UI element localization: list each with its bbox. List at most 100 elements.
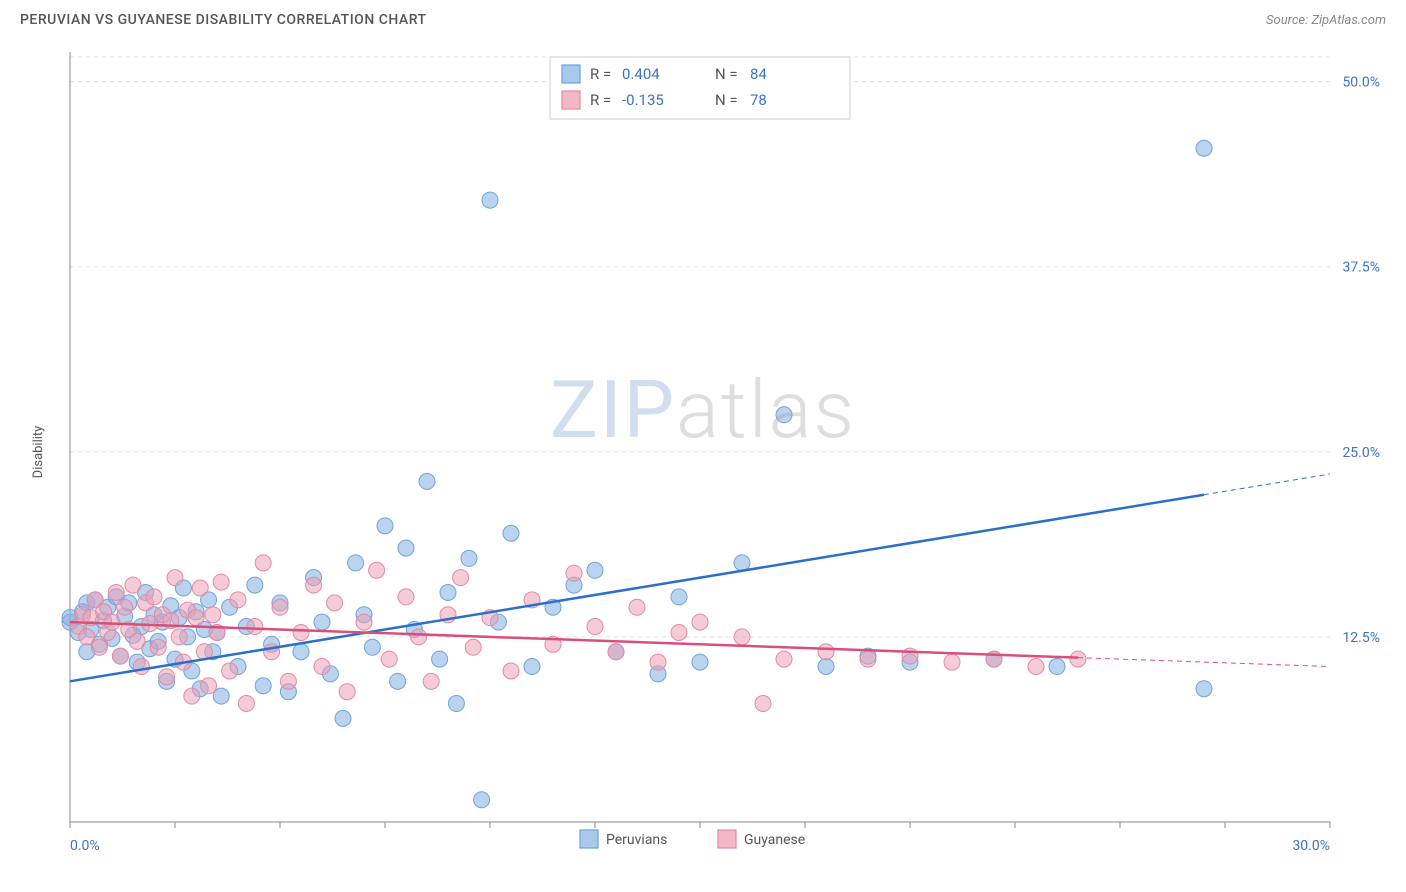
legend-label: Guyanese bbox=[744, 832, 805, 848]
scatter-point bbox=[566, 565, 582, 581]
svg-text:N =: N = bbox=[715, 91, 738, 109]
svg-text:84: 84 bbox=[750, 65, 767, 83]
y-axis-label: Disability bbox=[31, 426, 46, 479]
scatter-point bbox=[482, 192, 498, 208]
scatter-point bbox=[188, 610, 204, 626]
scatter-point bbox=[776, 407, 792, 423]
scatter-point bbox=[314, 614, 330, 630]
svg-text:12.5%: 12.5% bbox=[1342, 630, 1380, 646]
scatter-point bbox=[205, 607, 221, 623]
scatter-point bbox=[364, 639, 380, 655]
scatter-point bbox=[692, 614, 708, 630]
scatter-point bbox=[474, 792, 490, 808]
svg-text:25.0%: 25.0% bbox=[1342, 445, 1380, 461]
scatter-point bbox=[1028, 659, 1044, 675]
svg-text:R =: R = bbox=[590, 91, 611, 109]
scatter-point bbox=[587, 562, 603, 578]
scatter-point bbox=[112, 648, 128, 664]
scatter-point bbox=[255, 555, 271, 571]
legend-label: Peruvians bbox=[606, 832, 667, 848]
scatter-point bbox=[818, 659, 834, 675]
scatter-point bbox=[272, 599, 288, 615]
scatter-point bbox=[293, 644, 309, 660]
scatter-point bbox=[133, 659, 149, 675]
scatter-point bbox=[117, 599, 133, 615]
scatter-point bbox=[398, 589, 414, 605]
scatter-point bbox=[104, 614, 120, 630]
svg-text:78: 78 bbox=[750, 91, 767, 109]
scatter-point bbox=[171, 629, 187, 645]
source-attribution: Source: ZipAtlas.com bbox=[1266, 13, 1386, 28]
scatter-point bbox=[369, 562, 385, 578]
legend-swatch bbox=[562, 91, 580, 109]
scatter-point bbox=[1196, 681, 1212, 697]
scatter-point bbox=[314, 659, 330, 675]
scatter-point bbox=[503, 525, 519, 541]
svg-text:50.0%: 50.0% bbox=[1342, 75, 1380, 91]
scatter-point bbox=[192, 580, 208, 596]
scatter-point bbox=[465, 639, 481, 655]
scatter-point bbox=[167, 570, 183, 586]
scatter-point bbox=[461, 550, 477, 566]
scatter-point bbox=[247, 619, 263, 635]
scatter-point bbox=[327, 595, 343, 611]
scatter-point bbox=[1070, 651, 1086, 667]
scatter-point bbox=[339, 684, 355, 700]
scatter-point bbox=[671, 624, 687, 640]
svg-text:30.0%: 30.0% bbox=[1292, 838, 1330, 854]
trend-line-extrapolation bbox=[1078, 658, 1330, 667]
scatter-point bbox=[1049, 659, 1065, 675]
chart-title: PERUVIAN VS GUYANESE DISABILITY CORRELAT… bbox=[20, 12, 427, 28]
scatter-point bbox=[129, 633, 145, 649]
scatter-point bbox=[335, 710, 351, 726]
scatter-point bbox=[453, 570, 469, 586]
scatter-point bbox=[159, 669, 175, 685]
scatter-point bbox=[348, 555, 364, 571]
scatter-point bbox=[356, 614, 372, 630]
scatter-point bbox=[255, 678, 271, 694]
scatter-point bbox=[818, 644, 834, 660]
scatter-point bbox=[503, 663, 519, 679]
scatter-point bbox=[650, 654, 666, 670]
scatter-point bbox=[755, 696, 771, 712]
svg-text:0.404: 0.404 bbox=[622, 65, 660, 83]
scatter-point bbox=[184, 688, 200, 704]
trend-line bbox=[70, 495, 1204, 682]
legend-swatch bbox=[580, 830, 598, 848]
scatter-chart: 0.0% 30.0% 25.0% 50.0% 12.5% 37.5% R = 0.404 N … bbox=[20, 32, 1386, 872]
scatter-point bbox=[944, 654, 960, 670]
scatter-point bbox=[390, 673, 406, 689]
scatter-point bbox=[1196, 140, 1212, 156]
chart-container: Disability ZIPatlas 0.0%30.0%25.0%50.0%1… bbox=[20, 32, 1386, 872]
scatter-point bbox=[671, 589, 687, 605]
scatter-point bbox=[419, 473, 435, 489]
scatter-point bbox=[432, 651, 448, 667]
scatter-point bbox=[230, 592, 246, 608]
scatter-point bbox=[293, 624, 309, 640]
scatter-point bbox=[440, 584, 456, 600]
legend-swatch bbox=[718, 830, 736, 848]
svg-text:37.5%: 37.5% bbox=[1342, 260, 1380, 276]
scatter-point bbox=[587, 619, 603, 635]
scatter-point bbox=[213, 574, 229, 590]
legend-swatch bbox=[562, 65, 580, 83]
scatter-point bbox=[150, 639, 166, 655]
trend-line-extrapolation bbox=[1204, 474, 1330, 495]
scatter-point bbox=[247, 577, 263, 593]
svg-text:R =: R = bbox=[590, 65, 611, 83]
scatter-point bbox=[448, 696, 464, 712]
scatter-point bbox=[238, 696, 254, 712]
svg-text:0.0%: 0.0% bbox=[70, 838, 100, 854]
scatter-point bbox=[734, 629, 750, 645]
scatter-point bbox=[377, 518, 393, 534]
scatter-point bbox=[692, 654, 708, 670]
scatter-point bbox=[306, 577, 322, 593]
scatter-point bbox=[524, 659, 540, 675]
scatter-point bbox=[108, 584, 124, 600]
scatter-point bbox=[860, 651, 876, 667]
scatter-point bbox=[608, 644, 624, 660]
scatter-point bbox=[776, 651, 792, 667]
svg-text:-0.135: -0.135 bbox=[622, 91, 664, 109]
scatter-point bbox=[734, 555, 750, 571]
scatter-point bbox=[381, 651, 397, 667]
